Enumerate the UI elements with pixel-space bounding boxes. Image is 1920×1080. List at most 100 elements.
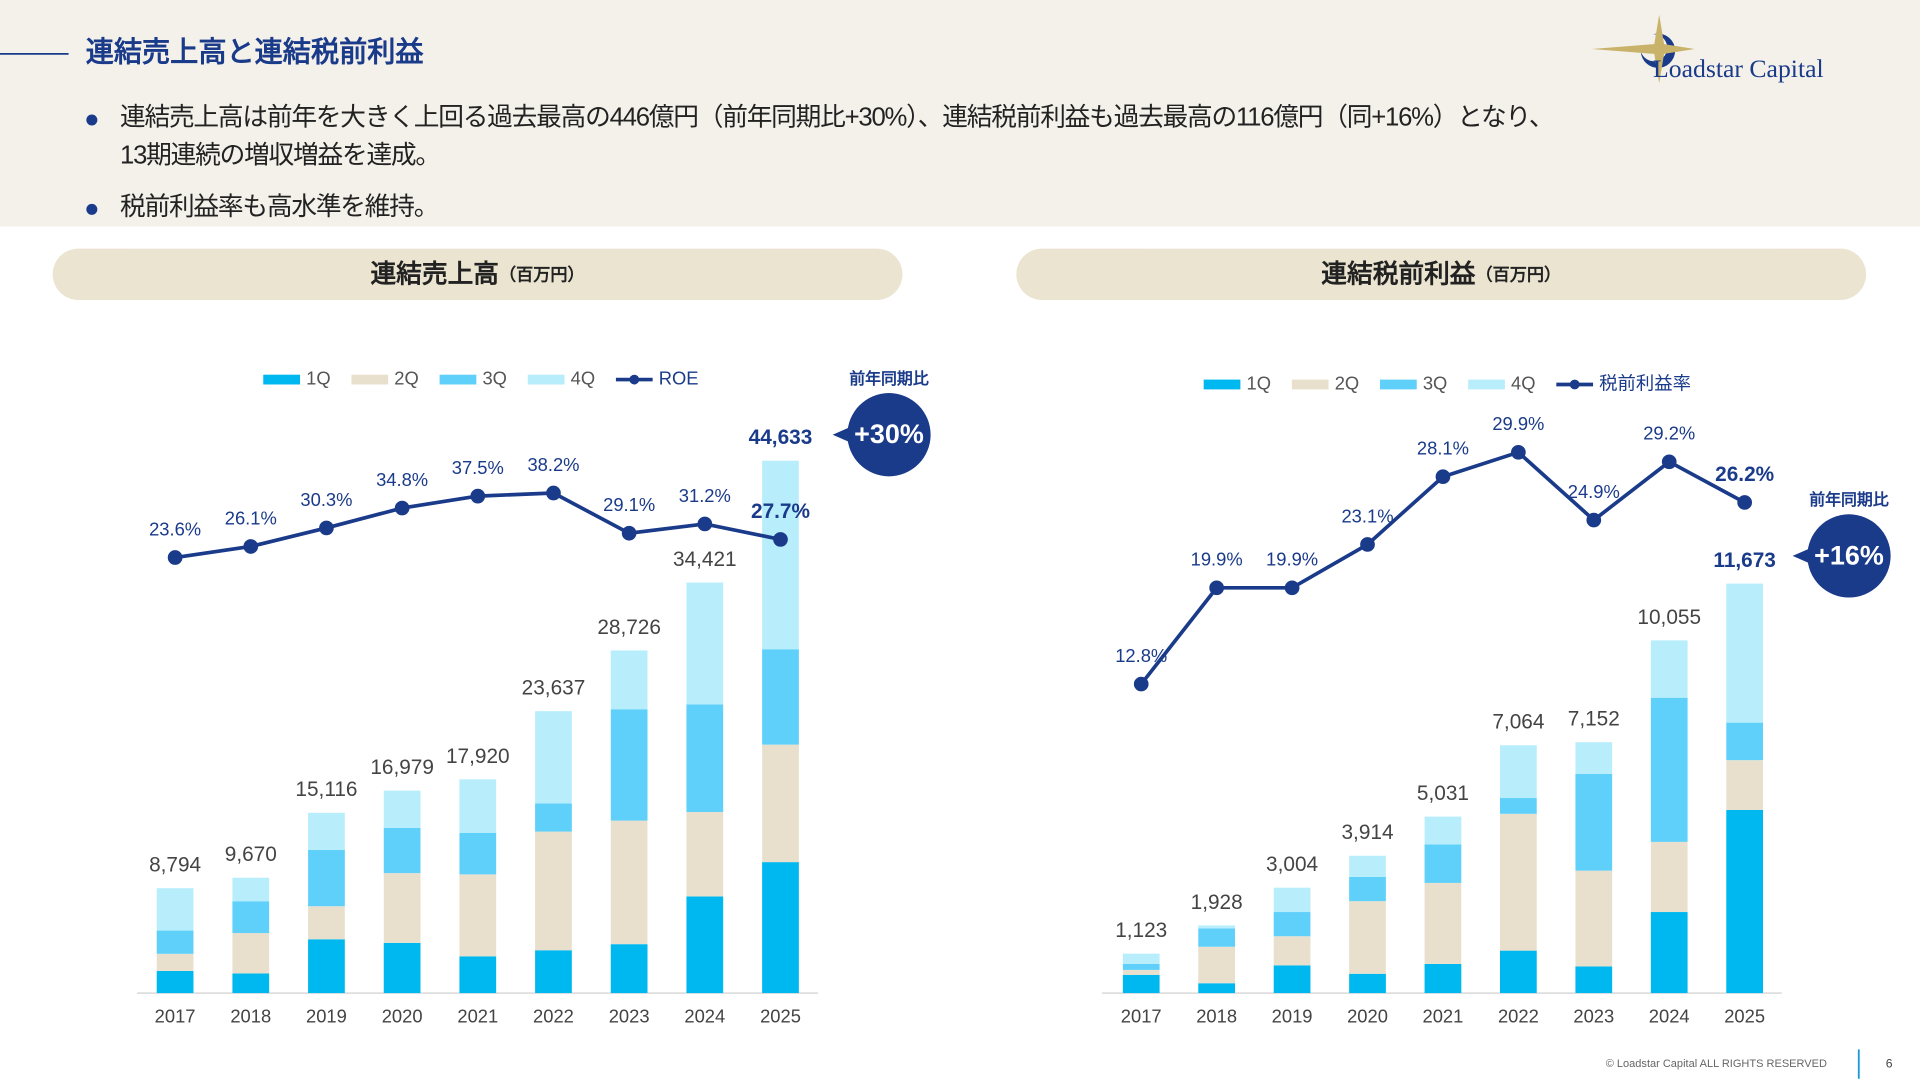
x-tick-label: 2023	[609, 1005, 650, 1026]
chart-header	[52, 248, 903, 300]
legend-swatch	[1291, 379, 1329, 390]
legend-label: 1Q	[1247, 372, 1271, 393]
line-value-label: 26.1%	[225, 507, 277, 528]
bar-segment	[1273, 887, 1311, 913]
bar-segment	[459, 832, 497, 875]
logo-text: Loadstar Capital	[1653, 54, 1824, 83]
badge-text: +30%	[854, 419, 924, 449]
legend-label: 2Q	[1335, 372, 1360, 393]
total-label: 3,004	[1266, 853, 1318, 876]
legend-label: 税前利益率	[1599, 372, 1691, 393]
bar-segment	[762, 460, 799, 650]
x-tick-label: 2019	[306, 1005, 347, 1026]
legend-label: 3Q	[1423, 372, 1447, 393]
line-value-label: 24.9%	[1568, 481, 1620, 502]
legend-label: ROE	[659, 367, 699, 388]
x-tick-label: 2023	[1573, 1005, 1614, 1026]
bar-segment	[1424, 816, 1462, 845]
line-point	[394, 500, 410, 516]
total-label: 23,637	[522, 677, 586, 700]
bar-segment	[383, 942, 421, 994]
x-tick-label: 2021	[1423, 1005, 1464, 1026]
bar-segment	[459, 874, 497, 957]
bar-segment	[1500, 798, 1537, 814]
badge-caption: 前年同期比	[849, 369, 929, 388]
total-label: 9,670	[225, 843, 277, 866]
badge-pointer	[1792, 547, 1813, 565]
legend-swatch	[1468, 379, 1505, 390]
bar-segment	[383, 873, 421, 943]
bar-segment	[535, 803, 572, 832]
line-point	[167, 550, 183, 565]
bar-segment	[308, 849, 345, 907]
line-point	[697, 516, 713, 532]
x-tick-label: 2025	[760, 1005, 801, 1026]
bar-segment	[383, 827, 421, 874]
line-value-label: 12.8%	[1115, 645, 1167, 666]
line-value-label: 23.1%	[1341, 505, 1393, 526]
copyright: © Loadstar Capital ALL RIGHTS RESERVED	[1606, 1058, 1827, 1070]
bar-segment	[1726, 583, 1764, 723]
bar-segment	[1575, 773, 1613, 871]
legend-label: 2Q	[394, 367, 419, 388]
bar-segment	[1650, 841, 1688, 913]
bar-segment	[1198, 983, 1236, 994]
line-value-label: 38.2%	[527, 454, 579, 475]
line-point	[1284, 580, 1300, 596]
line-value-label: 28.1%	[1417, 438, 1469, 459]
badge	[847, 393, 931, 477]
legend-swatch	[263, 374, 300, 385]
x-tick-label: 2022	[533, 1005, 574, 1026]
legend-swatch	[1380, 379, 1417, 390]
bar-segment	[762, 649, 799, 745]
logo-star	[1591, 14, 1695, 84]
line-point	[1133, 676, 1149, 692]
bullet-text: 連結売上高は前年を大きく上回る過去最高の446億円（前年同期比+30%）、連結税…	[120, 103, 1553, 132]
bar-segment	[1575, 966, 1613, 994]
bar-segment	[156, 970, 194, 994]
chart-subtitle: （百万円）	[499, 264, 585, 284]
x-tick-label: 2020	[382, 1005, 423, 1026]
chart-title-main: 連結税前利益	[1321, 258, 1476, 288]
legend-label: 3Q	[482, 367, 507, 388]
badge-text: +16%	[1814, 540, 1884, 570]
x-tick-label: 2020	[1347, 1005, 1388, 1026]
bullet-dot	[86, 203, 98, 215]
total-label: 1,928	[1191, 891, 1243, 914]
line-value-label: 19.9%	[1191, 549, 1243, 570]
bar-segment	[1424, 882, 1462, 964]
bar-segment	[459, 779, 497, 833]
total-label: 11,673	[1713, 549, 1775, 572]
total-label: 28,726	[597, 616, 661, 639]
line-value-label: 27.7%	[751, 500, 810, 523]
bar-segment	[308, 812, 345, 850]
line-value-label: 29.1%	[603, 494, 655, 515]
bar-segment	[308, 939, 345, 994]
bar-segment	[383, 790, 421, 828]
badge-caption: 前年同期比	[1809, 490, 1889, 509]
bullet-text: 税前利益率も高水準を維持。	[120, 192, 438, 221]
bar-segment	[308, 906, 345, 940]
bar-segment	[459, 956, 497, 994]
bar-segment	[1575, 742, 1613, 774]
bar-segment	[535, 711, 572, 804]
bar-segment	[1726, 809, 1764, 994]
line-point	[1435, 469, 1451, 485]
bar-segment	[686, 582, 724, 705]
bar-segment	[535, 831, 572, 951]
badge	[1807, 514, 1891, 598]
bar-segment	[1349, 901, 1386, 974]
line-point	[319, 520, 334, 536]
line-point	[1737, 495, 1752, 510]
line-value-label: 30.3%	[300, 489, 352, 510]
line-value-label: 19.9%	[1266, 549, 1318, 570]
bar-segment	[1500, 950, 1537, 994]
x-tick-label: 2022	[1498, 1005, 1539, 1026]
bar-segment	[232, 973, 270, 994]
bar-segment	[1726, 722, 1764, 761]
x-tick-label: 2018	[230, 1005, 271, 1026]
bar-segment	[1424, 844, 1462, 883]
bar-segment	[610, 709, 648, 821]
bar-segment	[1273, 936, 1311, 966]
bar-segment	[156, 888, 194, 931]
